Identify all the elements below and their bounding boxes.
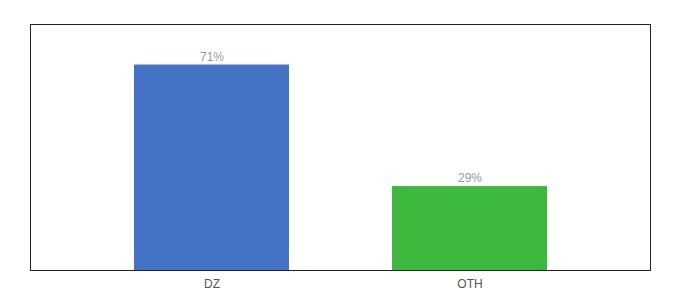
svg-text:DZ: DZ (204, 277, 220, 291)
svg-text:29%: 29% (458, 171, 482, 185)
svg-text:OTH: OTH (457, 277, 482, 291)
svg-text:71%: 71% (200, 50, 224, 64)
